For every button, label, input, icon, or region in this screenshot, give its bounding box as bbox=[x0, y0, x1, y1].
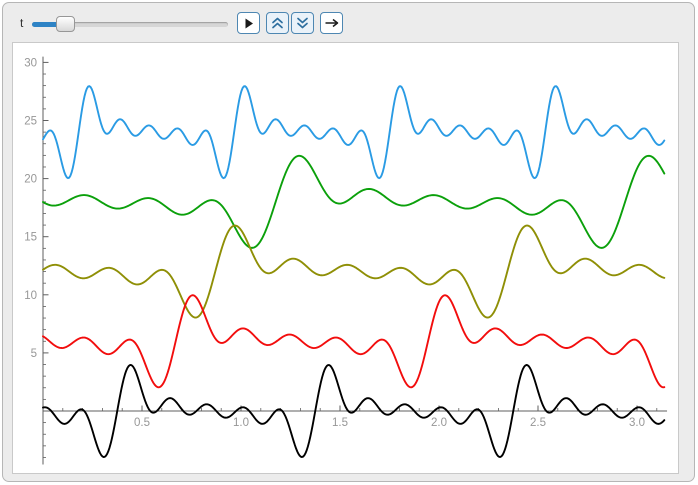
play-button[interactable] bbox=[237, 12, 260, 34]
y-tick-label: 25 bbox=[24, 116, 37, 128]
animator-buttons bbox=[237, 12, 343, 34]
x-tick-label: 2.0 bbox=[431, 417, 447, 429]
wave-blue-curve bbox=[42, 85, 666, 180]
y-tick-label: 10 bbox=[24, 290, 37, 302]
wave-olive-curve bbox=[42, 224, 666, 319]
y-tick-label: 5 bbox=[31, 348, 37, 360]
y-tick-label: 30 bbox=[24, 57, 37, 69]
direction-button[interactable] bbox=[320, 12, 343, 34]
x-tick-label: 2.5 bbox=[530, 417, 546, 429]
wave-plot: 0.5 1.0 1.5 2.0 2.5 3.0 5 10 15 20 25 30 bbox=[24, 56, 668, 465]
y-tick-label: 15 bbox=[24, 232, 37, 244]
slower-button[interactable] bbox=[291, 12, 314, 34]
faster-button[interactable] bbox=[266, 12, 289, 34]
x-tick-label: 3.0 bbox=[629, 417, 645, 429]
wave-red-curve bbox=[42, 294, 666, 389]
parameter-label: t bbox=[20, 16, 24, 30]
x-tick-label: 1.5 bbox=[332, 417, 348, 429]
y-tick-label: 20 bbox=[24, 174, 37, 186]
play-icon bbox=[245, 18, 253, 28]
right-arrow-icon bbox=[325, 18, 339, 28]
x-tick-label: 0.5 bbox=[134, 417, 150, 429]
double-chevron-up-icon bbox=[272, 17, 283, 29]
plot-panel: 0.5 1.0 1.5 2.0 2.5 3.0 5 10 15 20 25 30 bbox=[12, 42, 679, 474]
wave-black-curve bbox=[42, 364, 666, 458]
t-slider-fill bbox=[32, 22, 66, 27]
wave-green-curve bbox=[42, 154, 666, 249]
double-chevron-down-icon bbox=[297, 17, 308, 29]
x-tick-label: 1.0 bbox=[233, 417, 249, 429]
t-slider[interactable] bbox=[32, 16, 228, 32]
t-slider-thumb[interactable] bbox=[56, 16, 76, 32]
